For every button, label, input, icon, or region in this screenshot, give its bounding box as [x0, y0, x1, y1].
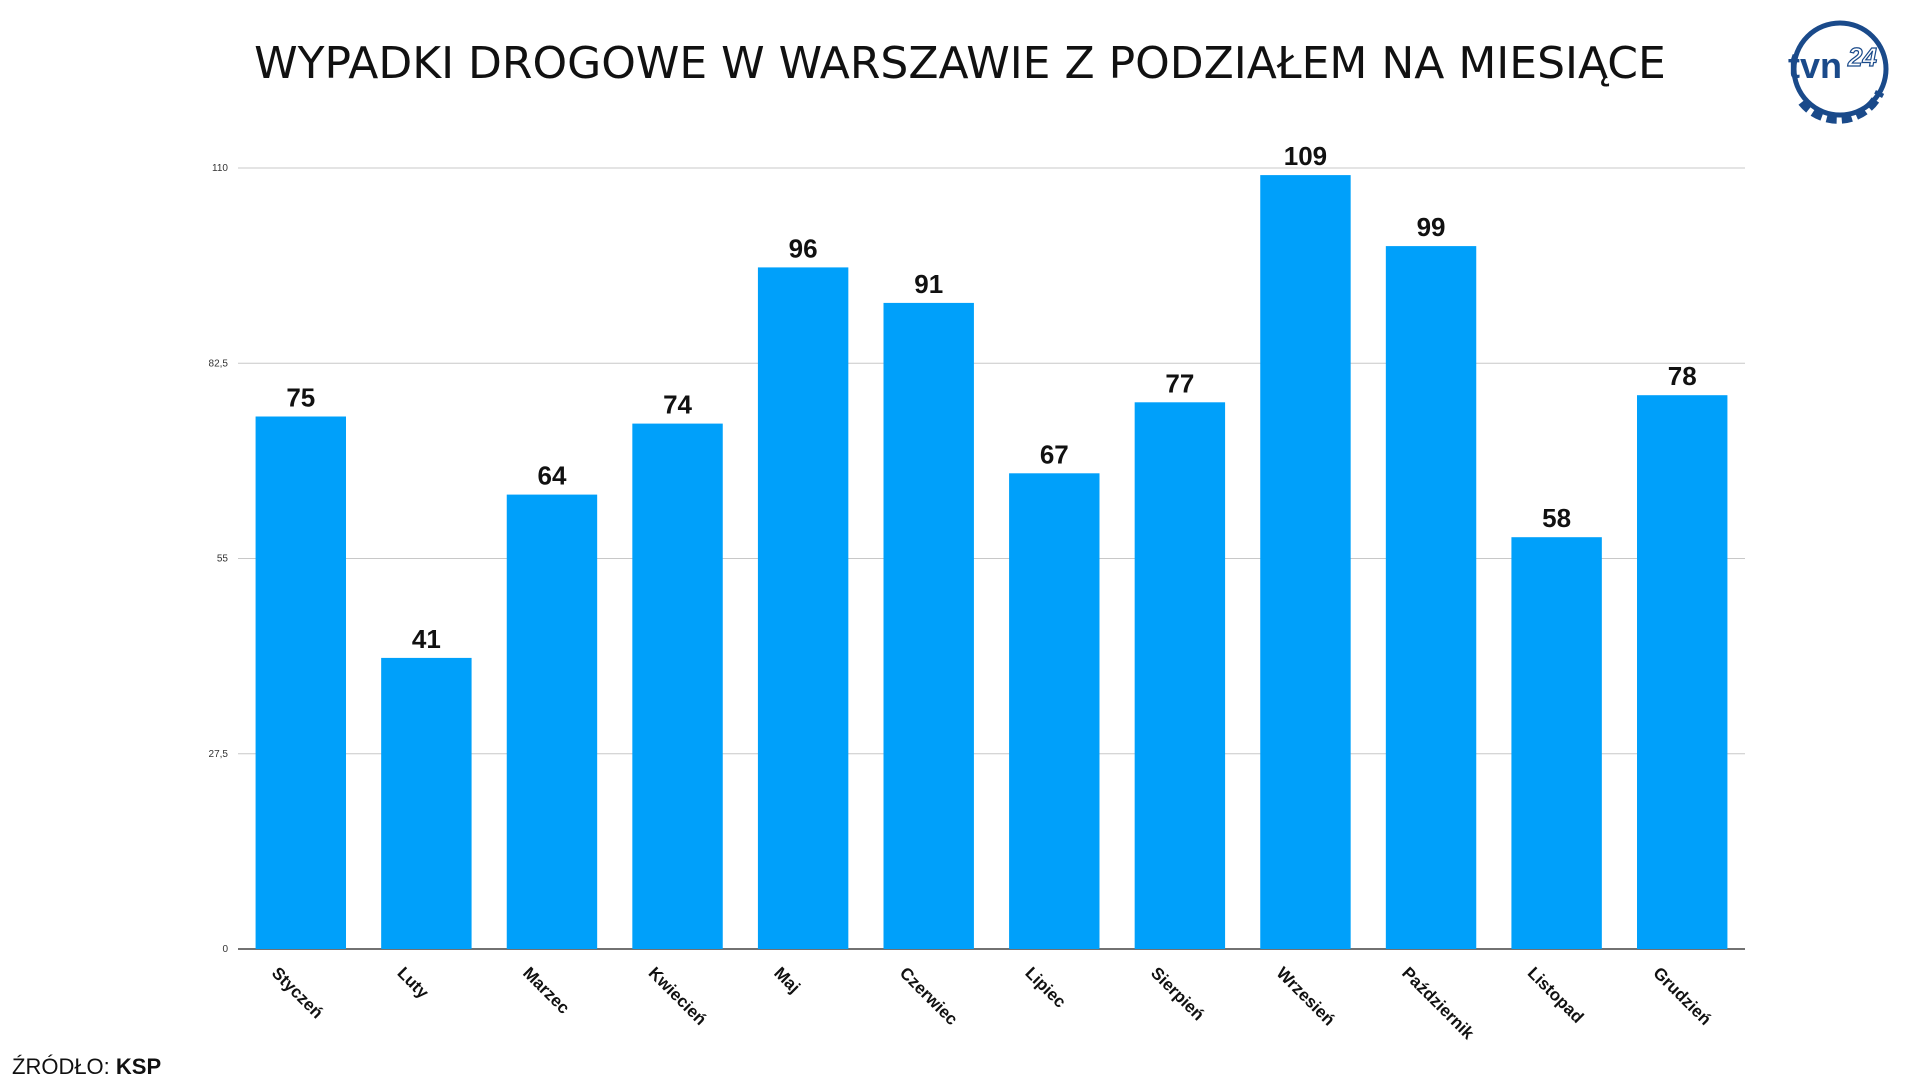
data-label: 77: [1165, 368, 1194, 398]
bar: [1009, 473, 1100, 949]
data-label: 67: [1040, 439, 1069, 469]
bar: [1511, 537, 1602, 949]
logo-number: 24: [1847, 42, 1877, 72]
bar: [1134, 402, 1226, 949]
category-label: Lipiec: [1021, 963, 1069, 1011]
data-label: 58: [1542, 503, 1571, 533]
gridlines: [238, 167, 1745, 950]
data-label: 96: [789, 233, 818, 263]
data-labels: 75 41 64 74 96 91 67 77 109 99 58 78: [286, 141, 1696, 654]
category-label: Wrzesień: [1273, 963, 1339, 1029]
chart-title: WYPADKI DROGOWE W WARSZAWIE Z PODZIAŁEM …: [254, 38, 1666, 89]
data-label: 99: [1417, 212, 1446, 242]
category-label: Kwiecień: [645, 963, 711, 1029]
logo-text: tvn: [1788, 45, 1842, 86]
bar: [1260, 175, 1351, 950]
data-label: 91: [914, 269, 943, 299]
bar: [506, 494, 598, 949]
data-label: 109: [1284, 141, 1327, 171]
data-label: 75: [286, 383, 315, 413]
bar: [1385, 246, 1477, 950]
y-axis-ticks: 0 27,5 55 82,5 110: [209, 163, 229, 955]
category-label: Marzec: [519, 963, 573, 1017]
category-label: Czerwiec: [896, 963, 962, 1029]
source-value: KSP: [115, 1054, 162, 1079]
bar: [381, 657, 472, 949]
bar: [1636, 395, 1728, 949]
y-tick-label: 55: [217, 554, 229, 565]
category-label: Październik: [1398, 963, 1478, 1043]
data-label: 64: [537, 461, 566, 491]
y-tick-label: 27,5: [209, 749, 229, 760]
category-label: Sierpień: [1147, 963, 1208, 1024]
data-label: 74: [663, 390, 692, 420]
category-label: Styczeń: [268, 963, 327, 1022]
x-axis-labels: Styczeń Luty Marzec Kwiecień Maj Czerwiec Lipi…: [268, 963, 1715, 1043]
bar: [757, 267, 849, 949]
bar: [632, 423, 723, 950]
category-label: Luty: [394, 963, 433, 1002]
data-label: 78: [1668, 361, 1697, 391]
data-label: 41: [412, 624, 441, 654]
bars: [255, 175, 1728, 950]
y-tick-label: 82,5: [209, 358, 229, 369]
category-label: Grudzień: [1649, 963, 1715, 1029]
source-label: ŹRÓDŁO:: [12, 1054, 110, 1079]
y-tick-label: 0: [222, 944, 228, 955]
source-note: ŹRÓDŁO: KSP: [12, 1054, 161, 1080]
tvn24-logo: tvn 24: [1788, 20, 1889, 124]
bar: [255, 416, 347, 949]
category-label: Maj: [770, 963, 803, 996]
y-tick-label: 110: [212, 163, 228, 174]
category-label: Listopad: [1524, 963, 1588, 1027]
bar: [883, 302, 974, 949]
